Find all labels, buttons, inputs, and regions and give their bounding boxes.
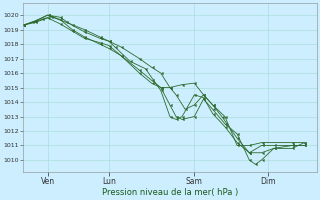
- X-axis label: Pression niveau de la mer( hPa ): Pression niveau de la mer( hPa ): [102, 188, 238, 197]
